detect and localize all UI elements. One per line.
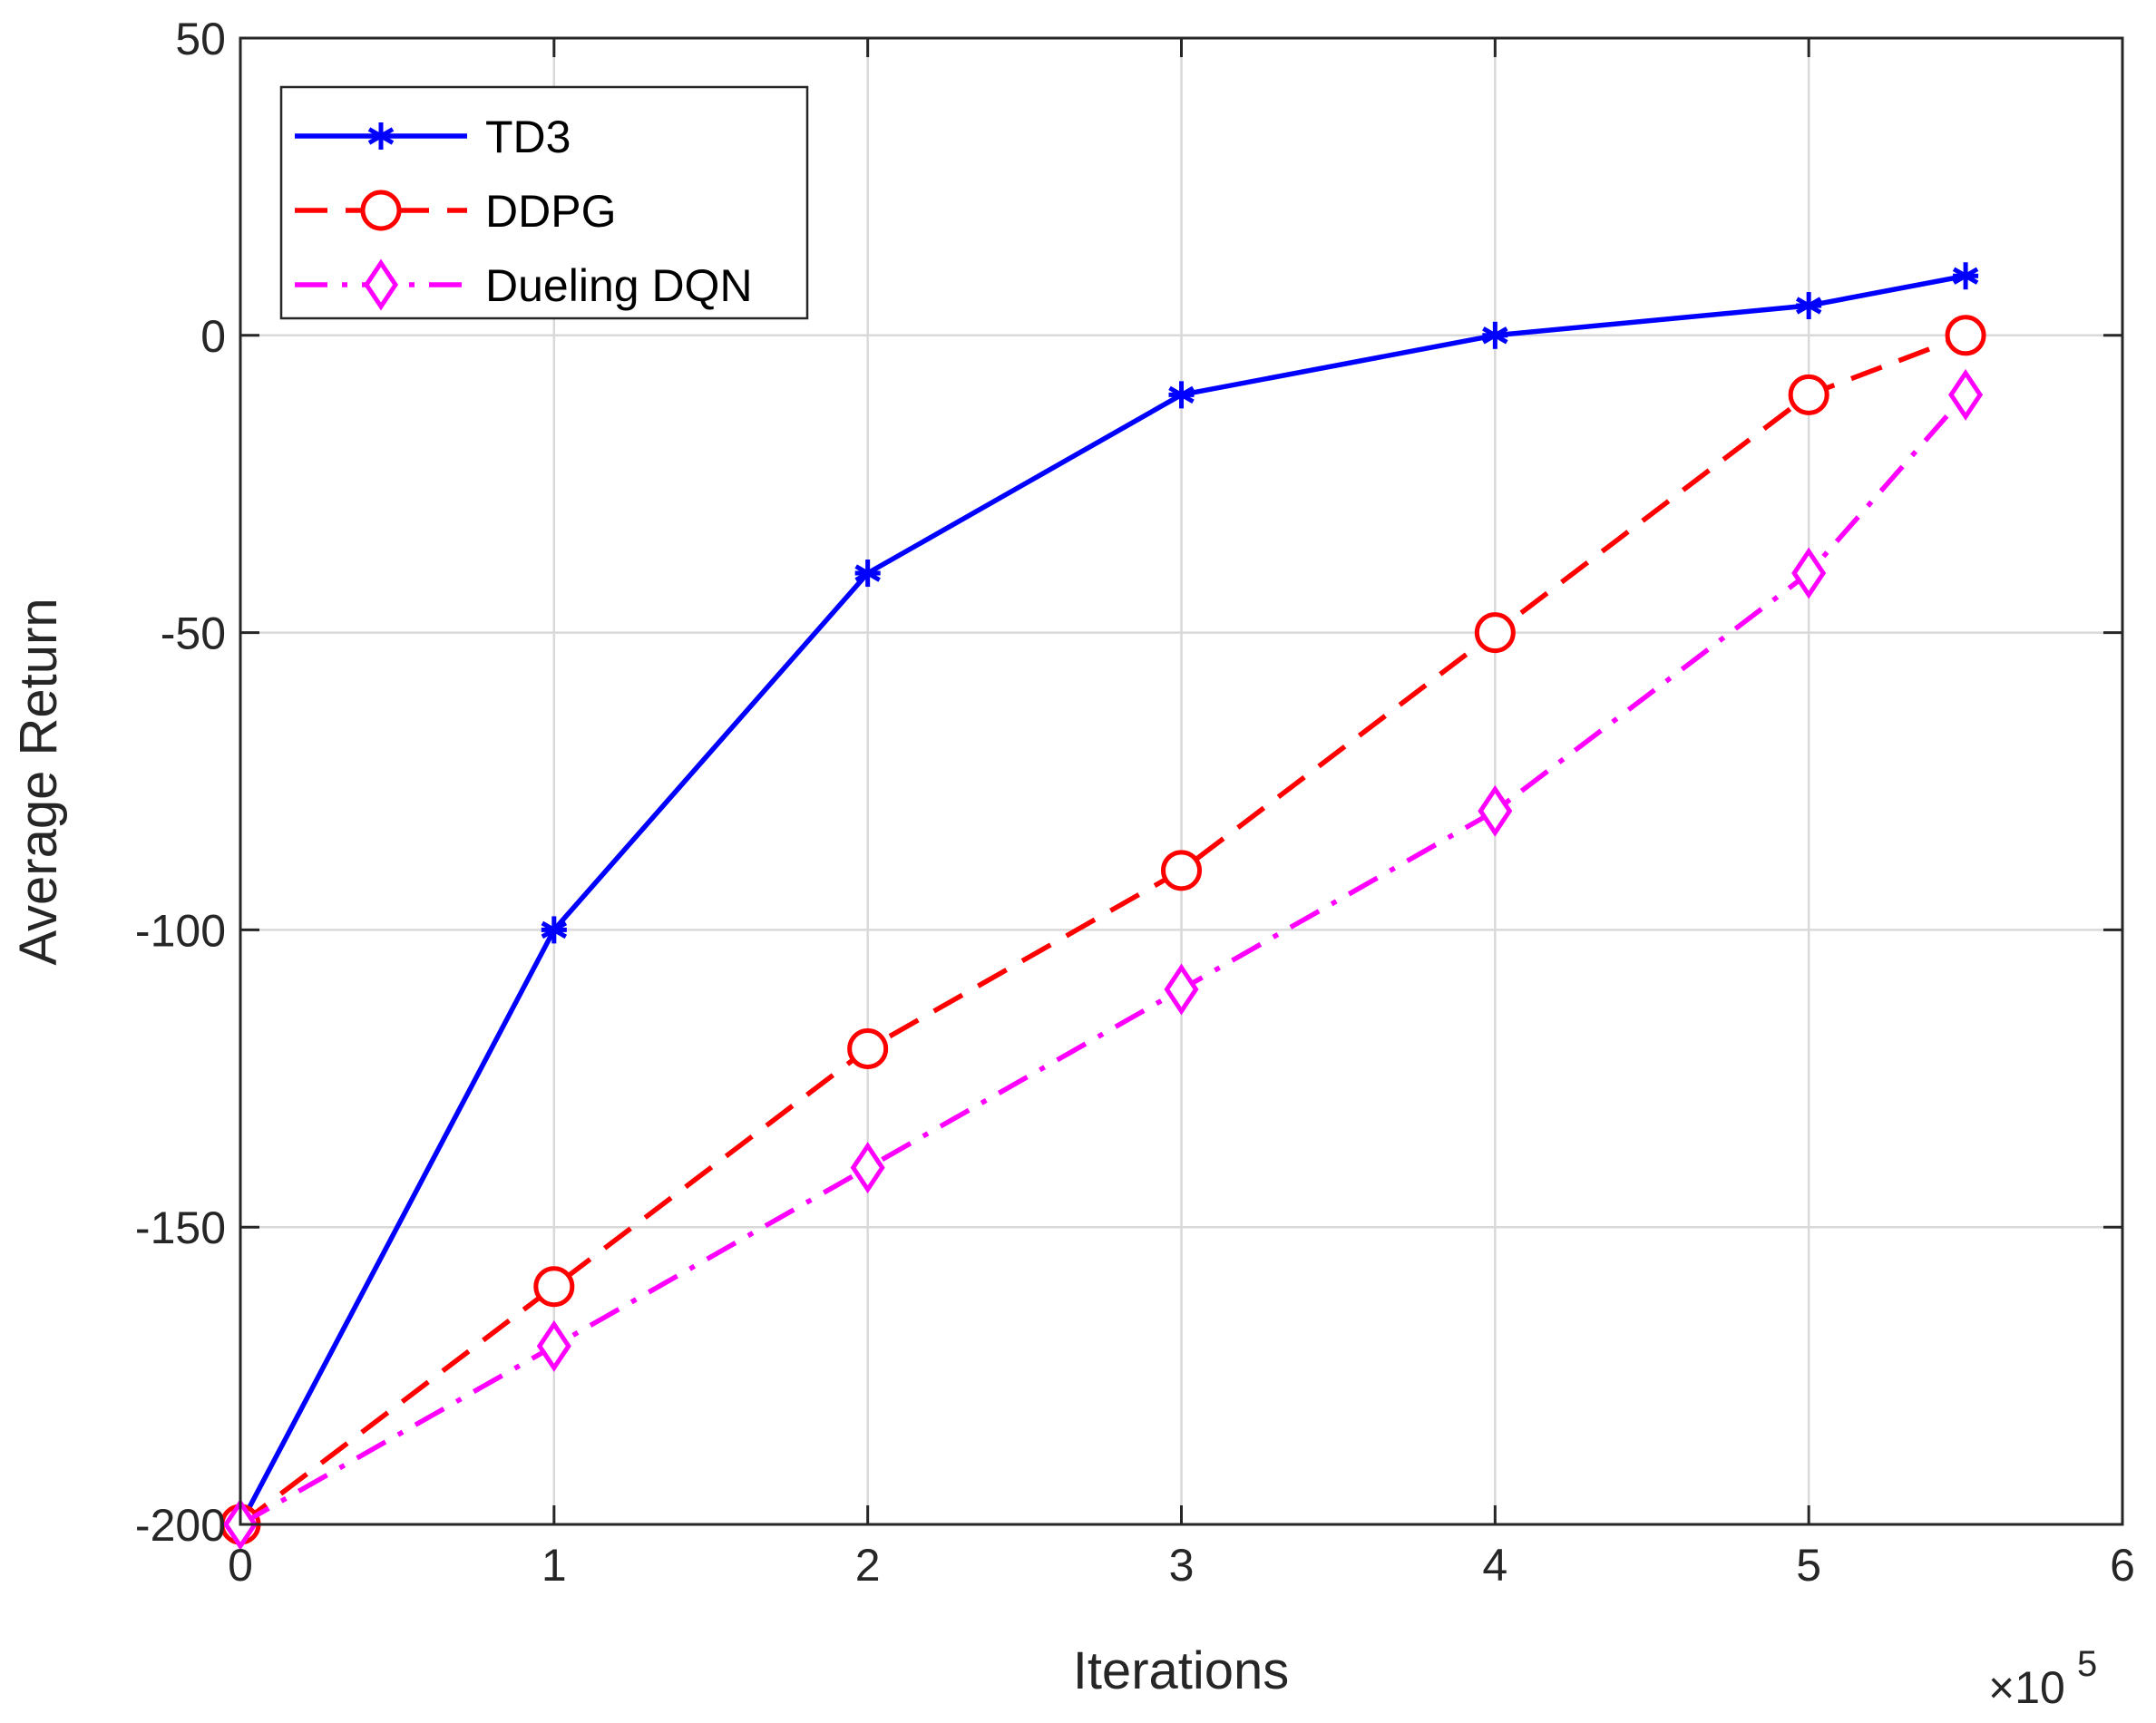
marker-circle xyxy=(1788,374,1829,415)
data-point-ddpg xyxy=(1474,612,1516,654)
y-tick-label: 50 xyxy=(175,14,226,64)
marker-circle xyxy=(533,1266,575,1308)
data-point-dueling-dqn xyxy=(1164,963,1199,1016)
data-point-td3 xyxy=(854,560,881,588)
marker-diamond xyxy=(1478,784,1513,837)
x-exponent-base: ×10 xyxy=(1988,1662,2065,1713)
x-tick-label: 0 xyxy=(228,1540,253,1591)
legend-marker xyxy=(363,258,399,311)
legend-label: DDPG xyxy=(485,186,616,237)
y-tick-label: -100 xyxy=(135,905,226,956)
data-point-dueling-dqn xyxy=(536,1319,571,1372)
legend-label: TD3 xyxy=(485,112,571,162)
data-point-td3 xyxy=(1795,292,1822,320)
data-point-ddpg xyxy=(533,1266,575,1308)
data-point-ddpg xyxy=(1788,374,1829,415)
x-tick-label: 1 xyxy=(541,1540,567,1591)
data-point-ddpg xyxy=(1161,850,1202,891)
legend-entry-td3: TD3 xyxy=(295,112,571,162)
y-axis-title: Average Return xyxy=(9,598,68,965)
data-point-td3 xyxy=(1482,321,1508,349)
x-tick-label: 5 xyxy=(1796,1540,1821,1591)
legend: TD3 DDPG Dueling DQN xyxy=(279,85,809,320)
data-point-td3 xyxy=(541,916,568,944)
data-point-td3 xyxy=(1168,381,1195,409)
legend-marker xyxy=(367,122,395,150)
x-exponent-power: 5 xyxy=(2077,1644,2097,1684)
marker-circle xyxy=(847,1028,889,1070)
y-tick-label: -150 xyxy=(135,1202,226,1253)
marker-circle xyxy=(1474,612,1516,654)
y-tick-label: 0 xyxy=(200,311,226,362)
marker-diamond xyxy=(536,1319,571,1372)
x-tick-label: 4 xyxy=(1482,1540,1507,1591)
marker-diamond xyxy=(1164,963,1199,1016)
data-point-td3 xyxy=(1952,262,1979,290)
marker-circle xyxy=(360,190,402,231)
marker-diamond xyxy=(1791,547,1827,599)
x-axis-title: Iterations xyxy=(1073,1641,1290,1700)
legend-marker xyxy=(360,190,402,231)
marker-diamond xyxy=(1948,368,1984,421)
legend-label: Dueling DQN xyxy=(485,260,753,311)
data-point-dueling-dqn xyxy=(1791,547,1827,599)
marker-circle xyxy=(1945,315,1986,356)
marker-diamond xyxy=(363,258,399,311)
data-point-dueling-dqn xyxy=(850,1142,885,1194)
grid xyxy=(240,38,2122,1524)
series-dueling-dqn xyxy=(222,368,1984,1551)
ticks: 0 1 2 3 4 5 6 -200 -150 -100 -50 0 50 xyxy=(135,14,2135,1591)
legend-entry-ddpg: DDPG xyxy=(295,186,616,237)
x-axis-exponent: ×10 5 xyxy=(1988,1644,2097,1713)
y-tick-label: -50 xyxy=(161,608,226,659)
x-tick-label: 3 xyxy=(1169,1540,1195,1591)
marker-diamond xyxy=(850,1142,885,1194)
legend-entry-dueling-dqn: Dueling DQN xyxy=(295,258,753,311)
marker-circle xyxy=(1161,850,1202,891)
y-tick-label: -200 xyxy=(135,1500,226,1551)
data-point-dueling-dqn xyxy=(1948,368,1984,421)
data-point-dueling-dqn xyxy=(1478,784,1513,837)
data-point-ddpg xyxy=(1945,315,1986,356)
data-point-ddpg xyxy=(847,1028,889,1070)
x-tick-label: 6 xyxy=(2110,1540,2135,1591)
x-tick-label: 2 xyxy=(855,1540,881,1591)
